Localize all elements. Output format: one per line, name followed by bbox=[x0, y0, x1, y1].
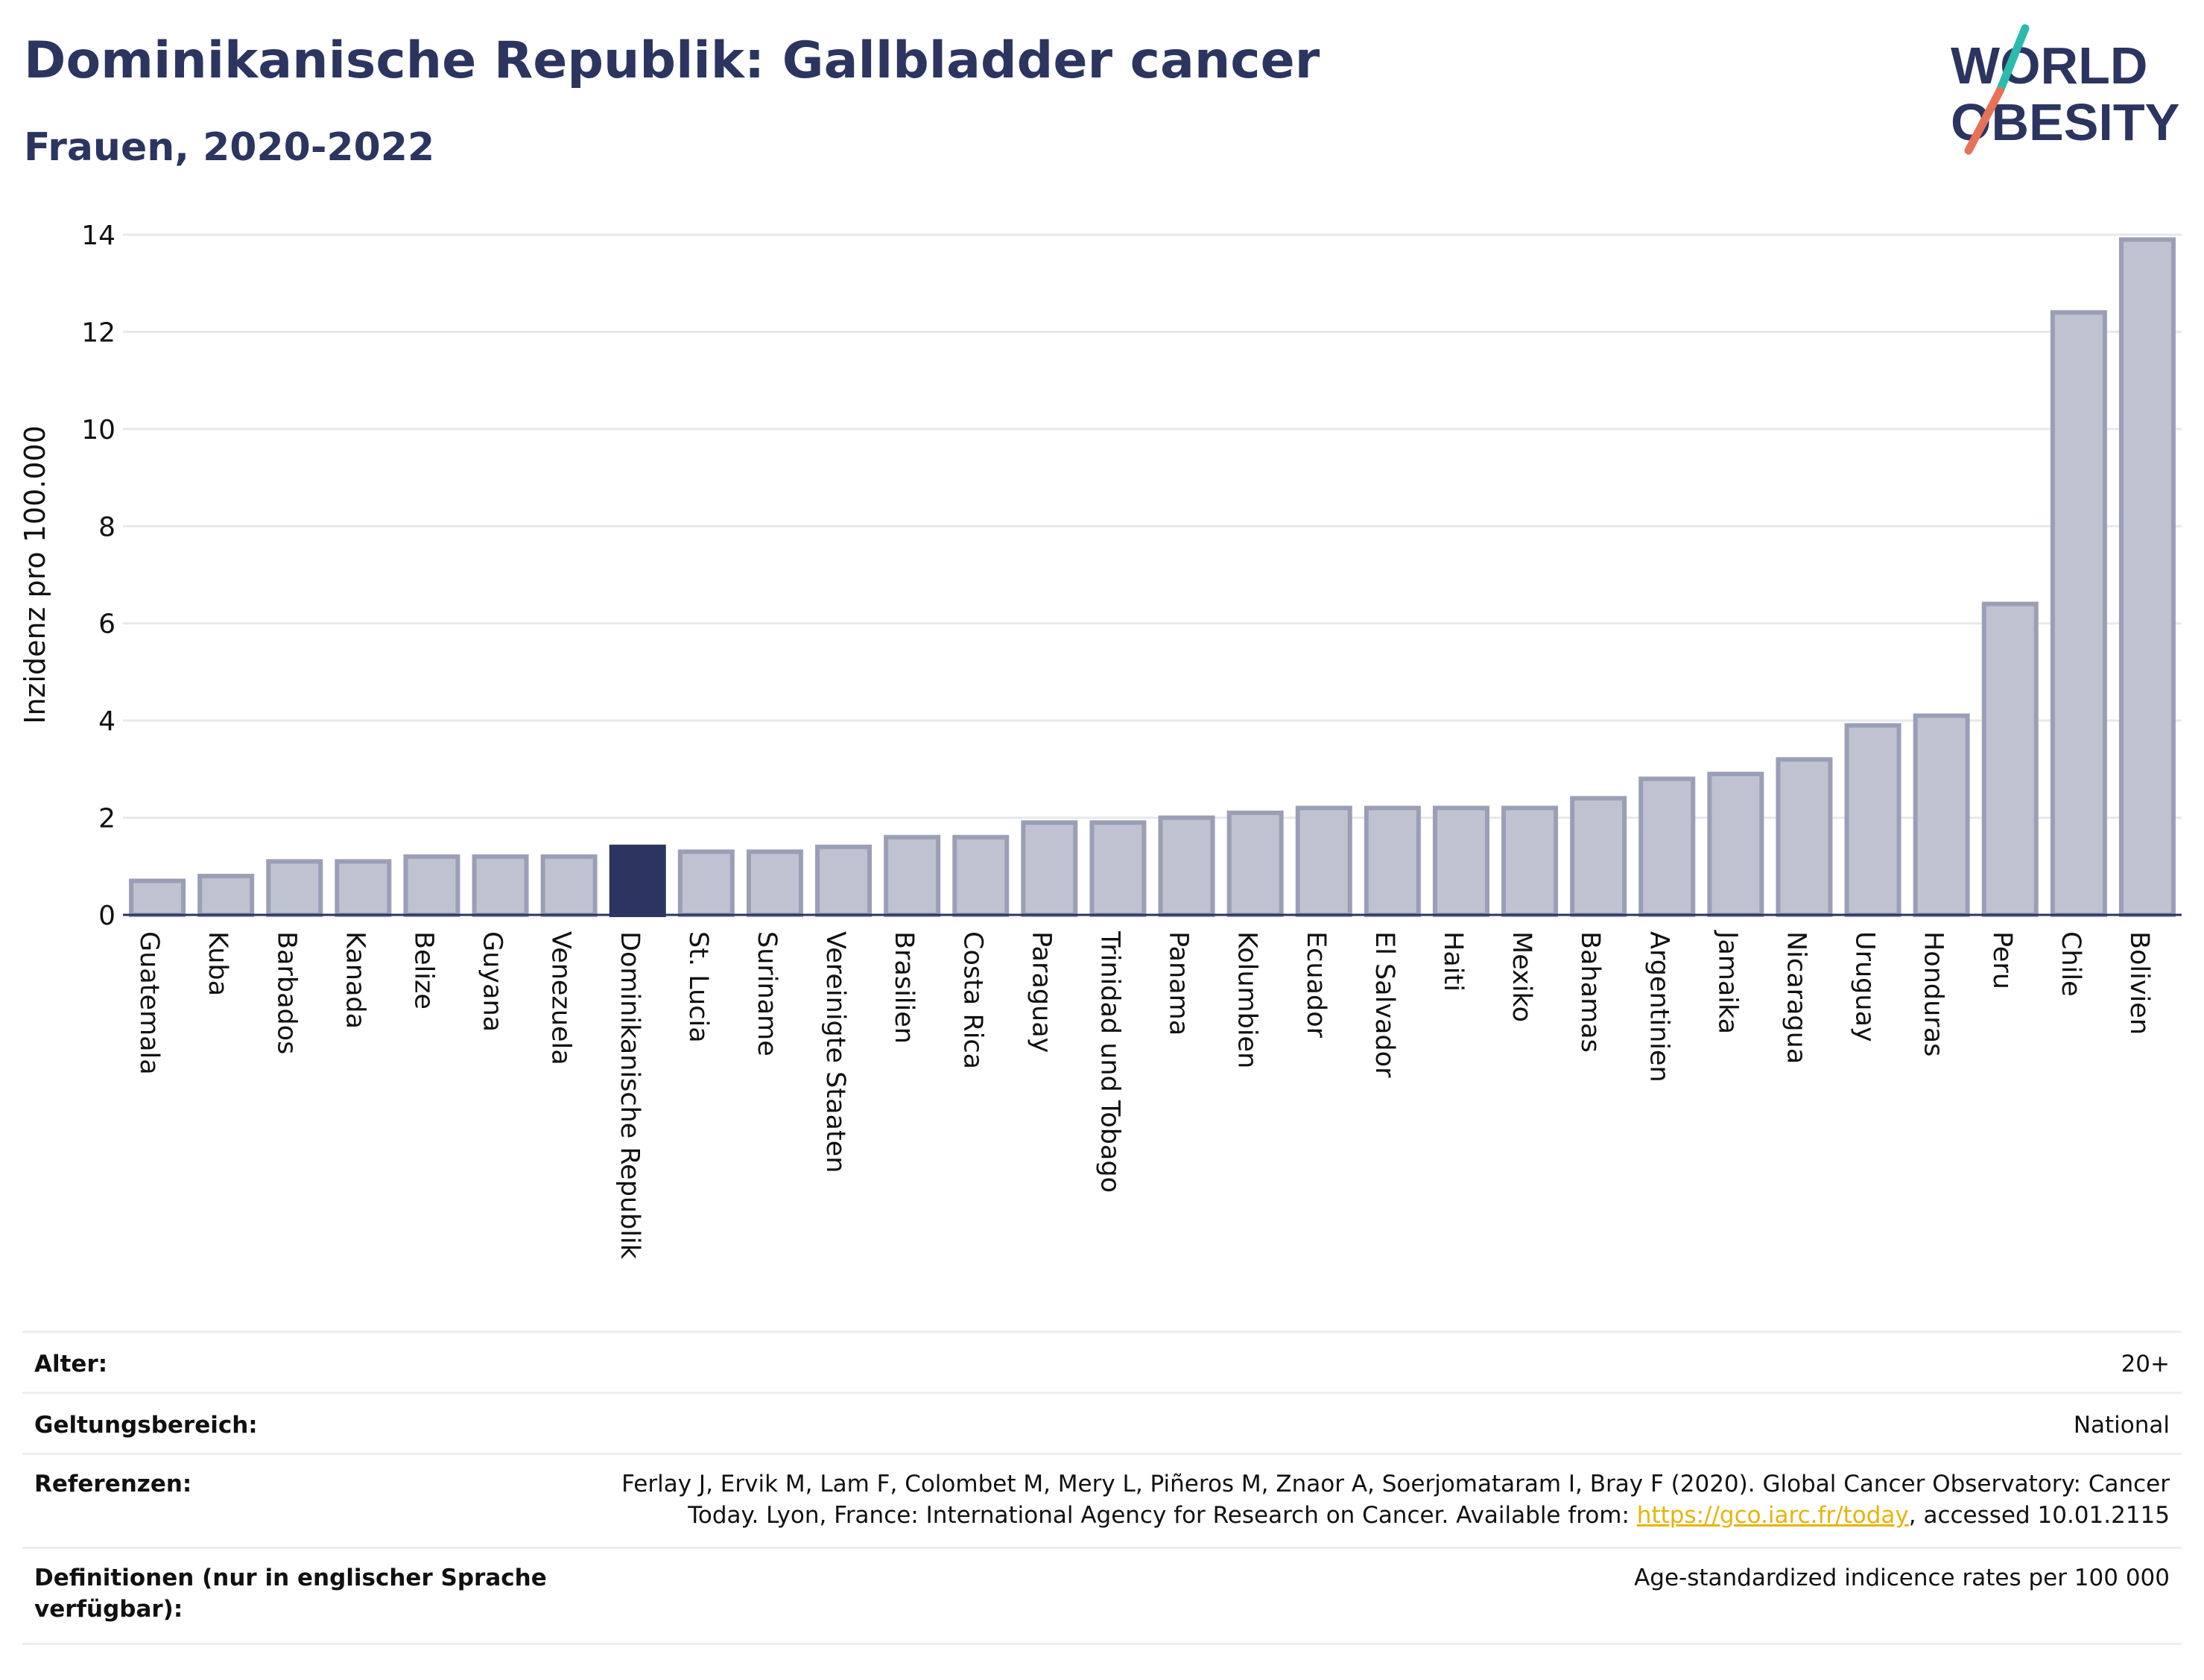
bar-brasilien bbox=[884, 834, 941, 917]
x-tick-label: Uruguay bbox=[1850, 931, 1880, 1042]
x-tick-label: Kuba bbox=[203, 931, 232, 996]
world-obesity-logo: WORLD OBESITY bbox=[1951, 24, 2179, 155]
meta-ref-line2-pre: Today. Lyon, France: International Agenc… bbox=[688, 1502, 1637, 1529]
meta-def-label: Definitionen (nur in englischer Sprache … bbox=[34, 1562, 547, 1625]
chart-subtitle: Frauen, 2020-2022 bbox=[24, 125, 435, 170]
y-tick-label: 14 bbox=[81, 221, 115, 251]
bar-costa-rica bbox=[952, 834, 1010, 917]
meta-row-age: Alter: 20+ bbox=[22, 1331, 2182, 1394]
x-tick-label: Guatemala bbox=[134, 931, 164, 1075]
meta-def-value: Age-standardized indicence rates per 100… bbox=[1634, 1565, 2170, 1591]
logo-slash-teal bbox=[1995, 24, 2030, 95]
x-tick-label: Honduras bbox=[1919, 931, 1948, 1056]
x-tick-label: Ecuador bbox=[1301, 931, 1331, 1039]
logo-slash-coral bbox=[1964, 86, 2004, 155]
meta-def-label-line1: Definitionen (nur in englischer Sprache bbox=[34, 1565, 547, 1591]
bar-chile bbox=[2050, 310, 2107, 918]
meta-scope-label: Geltungsbereich: bbox=[34, 1412, 258, 1439]
bar-panama bbox=[1158, 815, 1215, 917]
x-tick-label: Peru bbox=[1987, 931, 2017, 989]
meta-ref-line2: Today. Lyon, France: International Agenc… bbox=[621, 1500, 2170, 1531]
meta-ref-line1: Ferlay J, Ervik M, Lam F, Colombet M, Me… bbox=[621, 1471, 2170, 1497]
x-tick-label: Belize bbox=[408, 931, 438, 1009]
y-tick-label: 0 bbox=[98, 901, 115, 931]
bar-argentinien bbox=[1638, 776, 1696, 918]
bar-ecuador bbox=[1295, 805, 1352, 917]
logo-text-obesity: OBESITY bbox=[1951, 93, 2179, 151]
y-tick-label: 10 bbox=[81, 415, 115, 446]
bar-uruguay bbox=[1844, 723, 1901, 918]
x-tick-label: Brasilien bbox=[889, 931, 919, 1044]
x-tick-label: Paraguay bbox=[1026, 931, 1056, 1053]
bar-bahamas bbox=[1570, 796, 1627, 917]
x-tick-label: Panama bbox=[1164, 931, 1194, 1036]
y-tick-label: 2 bbox=[98, 804, 115, 834]
bar-kuba bbox=[197, 873, 255, 918]
logo-text-world: WORLD bbox=[1951, 37, 2147, 95]
bar-vereinigte-staaten bbox=[815, 844, 873, 917]
x-tick-label: Argentinien bbox=[1644, 931, 1673, 1083]
x-tick-label: Trinidad und Tobago bbox=[1095, 931, 1124, 1193]
x-tick-label: Vereinigte Staaten bbox=[820, 931, 850, 1173]
y-tick-label: 12 bbox=[81, 317, 115, 348]
bar-paraguay bbox=[1021, 820, 1078, 918]
bar-bolivien bbox=[2118, 237, 2176, 917]
x-tick-label: Suriname bbox=[752, 931, 782, 1056]
x-tick-label: Dominikanische Republik bbox=[615, 931, 645, 1260]
x-tick-label: Bahamas bbox=[1575, 931, 1605, 1053]
bar-belize bbox=[403, 854, 460, 917]
meta-ref-value: Ferlay J, Ervik M, Lam F, Colombet M, Me… bbox=[621, 1468, 2170, 1531]
bar-peru bbox=[1981, 601, 2039, 918]
bar-suriname bbox=[746, 849, 803, 918]
x-tick-label: Kolumbien bbox=[1232, 931, 1262, 1068]
meta-ref-label: Referenzen: bbox=[34, 1471, 192, 1497]
bar-honduras bbox=[1913, 713, 1970, 917]
meta-row-references: Referenzen: Ferlay J, Ervik M, Lam F, Co… bbox=[22, 1453, 2182, 1549]
chart-title: Dominikanische Republik: Gallbladder can… bbox=[24, 31, 1320, 90]
reference-link[interactable]: https://gco.iarc.fr/today bbox=[1636, 1502, 1909, 1529]
meta-row-definitions: Definitionen (nur in englischer Sprache … bbox=[22, 1547, 2182, 1645]
bar-trinidad-und-tobago bbox=[1089, 820, 1147, 918]
meta-scope-value: National bbox=[2073, 1412, 2170, 1439]
x-tick-label: Bolivien bbox=[2124, 931, 2154, 1035]
bar-haiti bbox=[1432, 805, 1489, 917]
bar-guatemala bbox=[129, 878, 186, 917]
y-tick-label: 8 bbox=[98, 512, 115, 542]
x-tick-label: Mexiko bbox=[1507, 931, 1536, 1022]
bar-dominikanische-republik bbox=[609, 844, 666, 917]
bar-el-salvador bbox=[1364, 805, 1421, 917]
bars bbox=[129, 237, 2176, 918]
x-tick-label: Haiti bbox=[1438, 931, 1468, 992]
x-tick-label: El Salvador bbox=[1369, 931, 1399, 1078]
meta-age-value: 20+ bbox=[2121, 1351, 2170, 1378]
bar-venezuela bbox=[540, 854, 598, 917]
x-tick-label: Venezuela bbox=[546, 931, 576, 1065]
x-tick-label: Chile bbox=[2056, 931, 2086, 997]
y-axis-ticks: 0 2 4 6 8 10 12 14 bbox=[81, 221, 115, 931]
meta-def-label-line2: verfügbar): bbox=[34, 1596, 183, 1623]
bar-guyana bbox=[472, 854, 529, 917]
meta-ref-line2-post: , accessed 10.01.2115 bbox=[1908, 1502, 2170, 1529]
bar-kanada bbox=[335, 859, 392, 917]
bar-mexiko bbox=[1501, 805, 1559, 917]
y-axis-label: Inzidenz pro 100.000 bbox=[19, 425, 51, 724]
x-tick-label: Jamaika bbox=[1712, 930, 1742, 1034]
bar-nicaragua bbox=[1776, 757, 1833, 917]
x-tick-label: Nicaragua bbox=[1781, 931, 1811, 1064]
bar-st-lucia bbox=[677, 849, 735, 918]
x-tick-label: Kanada bbox=[340, 931, 370, 1029]
x-tick-label: Barbados bbox=[271, 931, 301, 1054]
x-tick-label: Costa Rica bbox=[957, 931, 987, 1069]
y-tick-label: 4 bbox=[98, 706, 115, 737]
x-tick-label: Guyana bbox=[478, 931, 507, 1032]
bar-kolumbien bbox=[1226, 811, 1284, 918]
x-tick-label: St. Lucia bbox=[683, 931, 713, 1043]
x-axis-ticks: Guatemala Kuba Barbados Kanada Belize Guyana V… bbox=[134, 930, 2154, 1260]
y-tick-label: 6 bbox=[98, 609, 115, 640]
meta-age-label: Alter: bbox=[34, 1351, 108, 1378]
meta-row-scope: Geltungsbereich: National bbox=[22, 1392, 2182, 1455]
bar-jamaika bbox=[1707, 771, 1764, 917]
bar-barbados bbox=[266, 859, 323, 917]
bar-chart: 0 2 4 6 8 10 12 14 Guatemala Kuba Barbados Kanada B… bbox=[19, 221, 2182, 1260]
